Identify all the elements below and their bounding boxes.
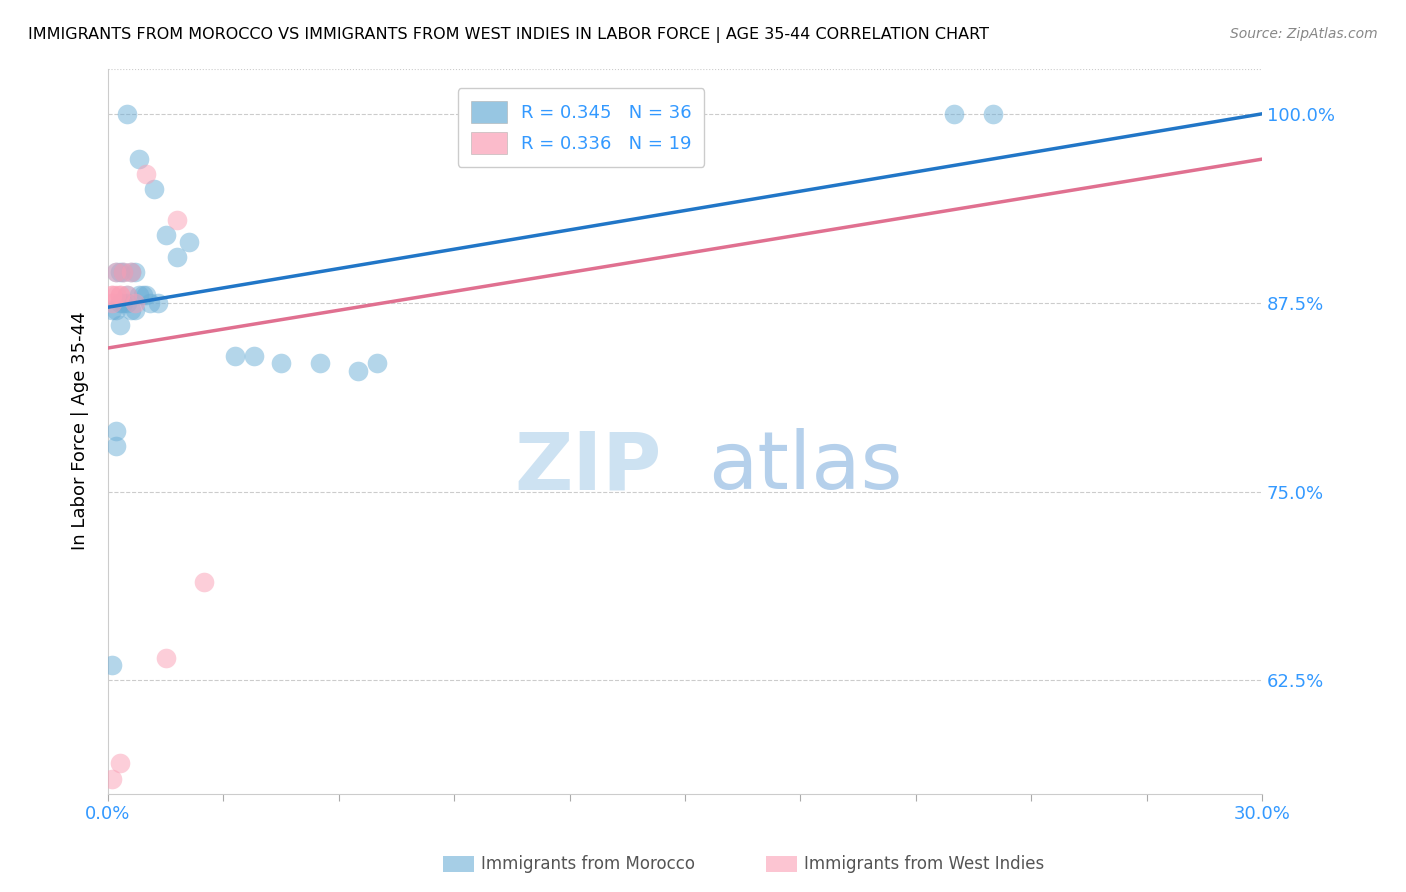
Text: atlas: atlas	[709, 428, 903, 507]
Point	[128, 152, 150, 166]
Point	[101, 288, 124, 302]
Point	[143, 182, 166, 196]
Point	[135, 288, 157, 302]
Point	[101, 288, 124, 302]
Point	[596, 107, 619, 121]
Point	[104, 303, 127, 318]
Point	[155, 227, 177, 242]
Point	[120, 265, 142, 279]
Point	[120, 265, 142, 279]
Point	[108, 318, 131, 333]
Point	[115, 288, 138, 302]
Text: Immigrants from West Indies: Immigrants from West Indies	[804, 855, 1045, 873]
Text: Source: ZipAtlas.com: Source: ZipAtlas.com	[1230, 27, 1378, 41]
Point	[636, 107, 658, 121]
Y-axis label: In Labor Force | Age 35-44: In Labor Force | Age 35-44	[72, 312, 89, 550]
Point	[128, 288, 150, 302]
Point	[135, 167, 157, 181]
Point	[104, 265, 127, 279]
Point	[124, 303, 146, 318]
Point	[193, 575, 215, 590]
Point	[104, 424, 127, 438]
Point	[115, 295, 138, 310]
Point	[101, 658, 124, 673]
Point	[943, 107, 966, 121]
Point	[108, 288, 131, 302]
Point	[224, 349, 246, 363]
Point	[177, 235, 200, 250]
Point	[166, 212, 188, 227]
Point	[108, 295, 131, 310]
Point	[108, 756, 131, 771]
Point	[104, 265, 127, 279]
Point	[124, 265, 146, 279]
Point	[166, 251, 188, 265]
Legend: R = 0.345   N = 36, R = 0.336   N = 19: R = 0.345 N = 36, R = 0.336 N = 19	[458, 88, 704, 167]
Point	[366, 356, 388, 370]
Point	[308, 356, 330, 370]
Point	[104, 288, 127, 302]
Point	[270, 356, 292, 370]
Text: ZIP: ZIP	[515, 428, 662, 507]
Point	[108, 288, 131, 302]
Point	[155, 650, 177, 665]
Point	[101, 295, 124, 310]
Point	[981, 107, 1004, 121]
Text: Immigrants from Morocco: Immigrants from Morocco	[481, 855, 695, 873]
Point	[115, 288, 138, 302]
Point	[243, 349, 266, 363]
Point	[124, 295, 146, 310]
Point	[115, 107, 138, 121]
Point	[347, 364, 370, 378]
Point	[120, 303, 142, 318]
Text: IMMIGRANTS FROM MOROCCO VS IMMIGRANTS FROM WEST INDIES IN LABOR FORCE | AGE 35-4: IMMIGRANTS FROM MOROCCO VS IMMIGRANTS FR…	[28, 27, 988, 43]
Point	[112, 295, 135, 310]
Point	[146, 295, 169, 310]
Point	[139, 295, 162, 310]
Point	[112, 265, 135, 279]
Point	[112, 265, 135, 279]
Point	[101, 303, 124, 318]
Point	[101, 772, 124, 786]
Point	[104, 439, 127, 453]
Point	[131, 288, 153, 302]
Point	[108, 265, 131, 279]
